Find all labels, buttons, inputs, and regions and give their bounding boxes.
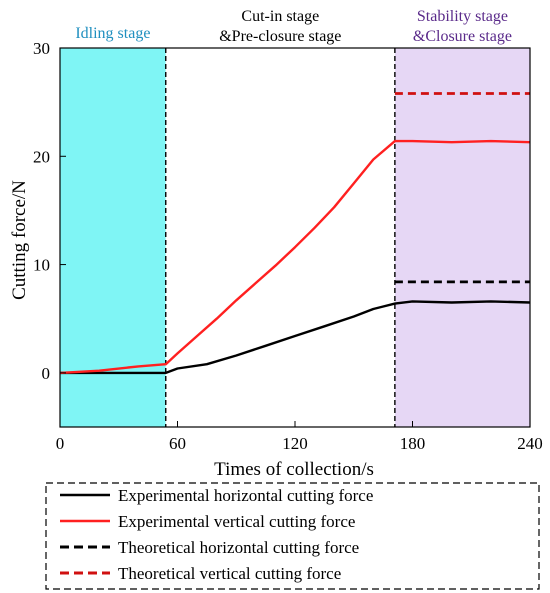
stage-label-2-line-1: Cut-in stage (241, 8, 319, 25)
legend: Experimental horizontal cutting force Exp… (45, 482, 540, 590)
stage-region-1 (60, 48, 166, 427)
legend-label-3: Theoretical horizontal cutting force (118, 538, 359, 557)
x-tick-label-3: 120 (282, 434, 308, 453)
stage-labels: Idling stage Cut-in stage&Pre-closure sta… (75, 8, 512, 45)
stage-region-2 (165, 48, 395, 427)
stage-region-3 (394, 48, 530, 427)
legend-frame (45, 482, 540, 590)
legend-label-2: Experimental vertical cutting force (118, 512, 355, 531)
x-tick-label-1: 0 (56, 434, 65, 453)
x-tick-label-5: 240 (517, 434, 543, 453)
y-tick-label-4: 30 (33, 39, 50, 58)
y-tick-label-2: 10 (33, 256, 50, 275)
y-axis-title: Cutting force/N (9, 180, 30, 300)
stage-label-2-line-2: &Pre-closure stage (219, 28, 341, 45)
series-line-1 (60, 300, 531, 375)
x-axis-title: Times of collection/s (214, 459, 374, 480)
y-tick-label-1: 0 (42, 364, 51, 383)
series-lines (59, 92, 531, 375)
stage-regions (60, 48, 530, 427)
axis-ticks: 0 60 120 180 240 0 10 20 30 (33, 39, 543, 453)
series-line-2 (59, 139, 531, 375)
legend-label-1: Experimental horizontal cutting force (118, 486, 373, 505)
stage-label-3-line-2: &Closure stage (413, 28, 512, 45)
stage-label-3-line-1: Stability stage (417, 8, 508, 25)
x-tick-label-4: 180 (400, 434, 426, 453)
legend-items: Experimental horizontal cutting force Exp… (60, 486, 373, 583)
x-tick-label-2: 60 (169, 434, 186, 453)
legend-label-4: Theoretical vertical cutting force (118, 564, 341, 583)
y-tick-label-3: 20 (33, 147, 50, 166)
stage-label-1-line-1: Idling stage (75, 25, 150, 42)
